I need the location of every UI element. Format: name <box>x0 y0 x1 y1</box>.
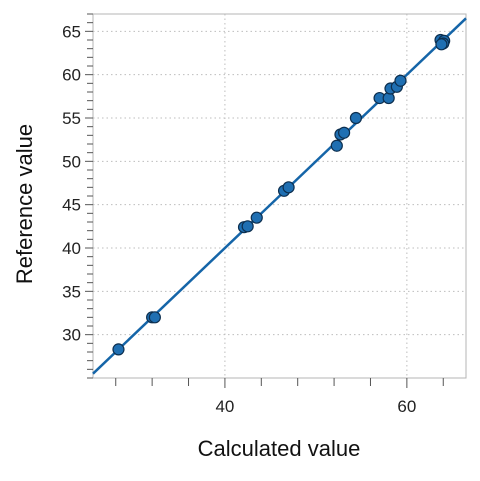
x-tick-label: 60 <box>397 397 416 416</box>
data-point <box>349 111 363 125</box>
y-tick-label: 55 <box>62 109 81 128</box>
y-tick-label: 65 <box>62 22 81 41</box>
tick-labels: 30 35 40 45 50 55 60 65 40 60 <box>62 22 416 416</box>
y-axis-title: Reference value <box>12 124 37 284</box>
grid-lines <box>93 14 466 378</box>
data-points <box>112 33 451 356</box>
data-point <box>394 74 407 87</box>
data-point <box>148 311 161 324</box>
y-tick-label: 30 <box>62 326 81 345</box>
axes <box>85 13 467 388</box>
x-axis-title: Calculated value <box>198 436 361 461</box>
y-tick-label: 45 <box>62 196 81 215</box>
y-tick-label: 35 <box>62 282 81 301</box>
data-point <box>250 211 263 224</box>
y-tick-label: 60 <box>62 66 81 85</box>
data-point <box>435 38 448 51</box>
x-tick-label: 40 <box>215 397 234 416</box>
data-point <box>112 343 125 356</box>
data-point <box>330 139 343 152</box>
data-point <box>241 220 254 233</box>
y-tick-label: 40 <box>62 239 81 258</box>
y-tick-label: 50 <box>62 152 81 171</box>
data-point <box>337 126 351 139</box>
data-point <box>282 181 295 194</box>
